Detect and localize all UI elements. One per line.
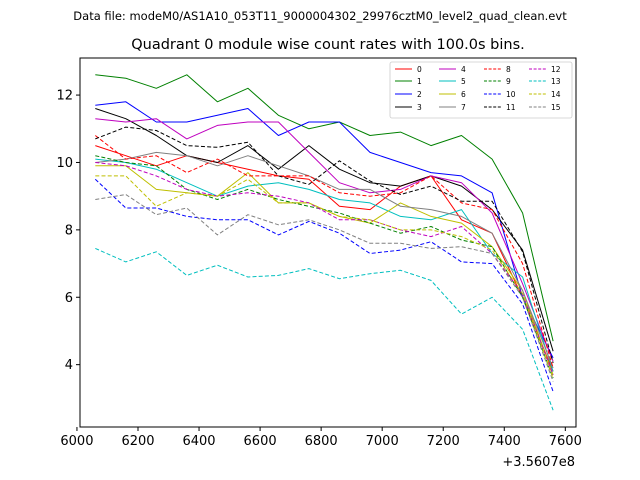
series-line-2 xyxy=(95,101,554,359)
y-tick-label: 12 xyxy=(56,89,73,104)
axes-frame xyxy=(79,57,577,428)
legend-item-3: 3 xyxy=(395,103,422,112)
legend-item-6: 6 xyxy=(439,90,466,99)
x-tick-label: 6200 xyxy=(121,434,154,449)
legend-label: 13 xyxy=(551,77,561,86)
legend-label: 10 xyxy=(506,90,516,99)
y-tick-label: 8 xyxy=(65,223,73,238)
x-tick-label: 7600 xyxy=(549,434,582,449)
axis-ticks-group: 6000 6200 6400 6600 6800 7000 7200 7400 7600 4 6 8 1… xyxy=(56,89,581,449)
legend-label: 6 xyxy=(461,90,466,99)
legend-item-0: 0 xyxy=(395,65,422,74)
legend-item-2: 2 xyxy=(395,90,422,99)
series-line-0 xyxy=(95,145,554,372)
x-tick-label: 6600 xyxy=(244,434,277,449)
legend-item-14: 14 xyxy=(529,90,561,99)
y-tick-label: 10 xyxy=(56,156,73,171)
legend-label: 5 xyxy=(461,77,466,86)
series-line-15 xyxy=(95,194,554,382)
legend-label: 14 xyxy=(551,90,561,99)
series-line-12 xyxy=(95,162,554,375)
legend-box xyxy=(389,61,573,119)
plot-series-group xyxy=(94,74,554,411)
legend-item-15: 15 xyxy=(529,103,561,112)
legend-item-12: 12 xyxy=(529,65,561,74)
series-line-4 xyxy=(95,118,554,362)
legend-item-8: 8 xyxy=(484,65,511,74)
legend-label: 1 xyxy=(417,77,422,86)
series-line-8 xyxy=(94,135,554,369)
legend-label: 11 xyxy=(506,103,516,112)
x-tick-label: 7200 xyxy=(427,434,460,449)
x-axis-offset-label: +3.5607e8 xyxy=(502,455,575,470)
legend-label: 3 xyxy=(417,103,422,112)
legend-item-10: 10 xyxy=(484,90,516,99)
legend-item-7: 7 xyxy=(439,103,466,112)
legend-label: 2 xyxy=(417,90,422,99)
x-tick-label: 6400 xyxy=(182,434,215,449)
legend-item-13: 13 xyxy=(529,77,561,86)
legend-item-9: 9 xyxy=(484,77,511,86)
series-line-5 xyxy=(95,158,554,372)
x-tick-label: 7400 xyxy=(488,434,521,449)
chart-title: Quadrant 0 module wise count rates with … xyxy=(131,37,525,53)
series-line-14 xyxy=(95,175,554,379)
legend-label: 7 xyxy=(461,103,466,112)
x-tick-label: 6800 xyxy=(305,434,338,449)
legend-label: 8 xyxy=(506,65,511,74)
legend-label: 4 xyxy=(461,65,466,74)
x-tick-label: 6000 xyxy=(60,434,93,449)
series-line-7 xyxy=(95,151,554,369)
y-tick-label: 4 xyxy=(65,358,73,373)
series-line-11 xyxy=(95,126,554,364)
legend-label: 12 xyxy=(551,65,561,74)
series-line-10 xyxy=(94,178,554,392)
y-tick-label: 6 xyxy=(65,291,73,306)
legend-item-5: 5 xyxy=(439,77,466,86)
legend-item-11: 11 xyxy=(484,103,516,112)
legend-label: 9 xyxy=(506,77,511,86)
series-line-1 xyxy=(95,74,554,342)
legend-item-1: 1 xyxy=(395,77,422,86)
figure-suptitle: Data file: modeM0/AS1A10_053T11_90000043… xyxy=(73,9,567,23)
legend-label: 15 xyxy=(551,103,561,112)
legend-item-4: 4 xyxy=(439,65,466,74)
x-tick-label: 7000 xyxy=(366,434,399,449)
legend-label: 0 xyxy=(417,65,422,74)
